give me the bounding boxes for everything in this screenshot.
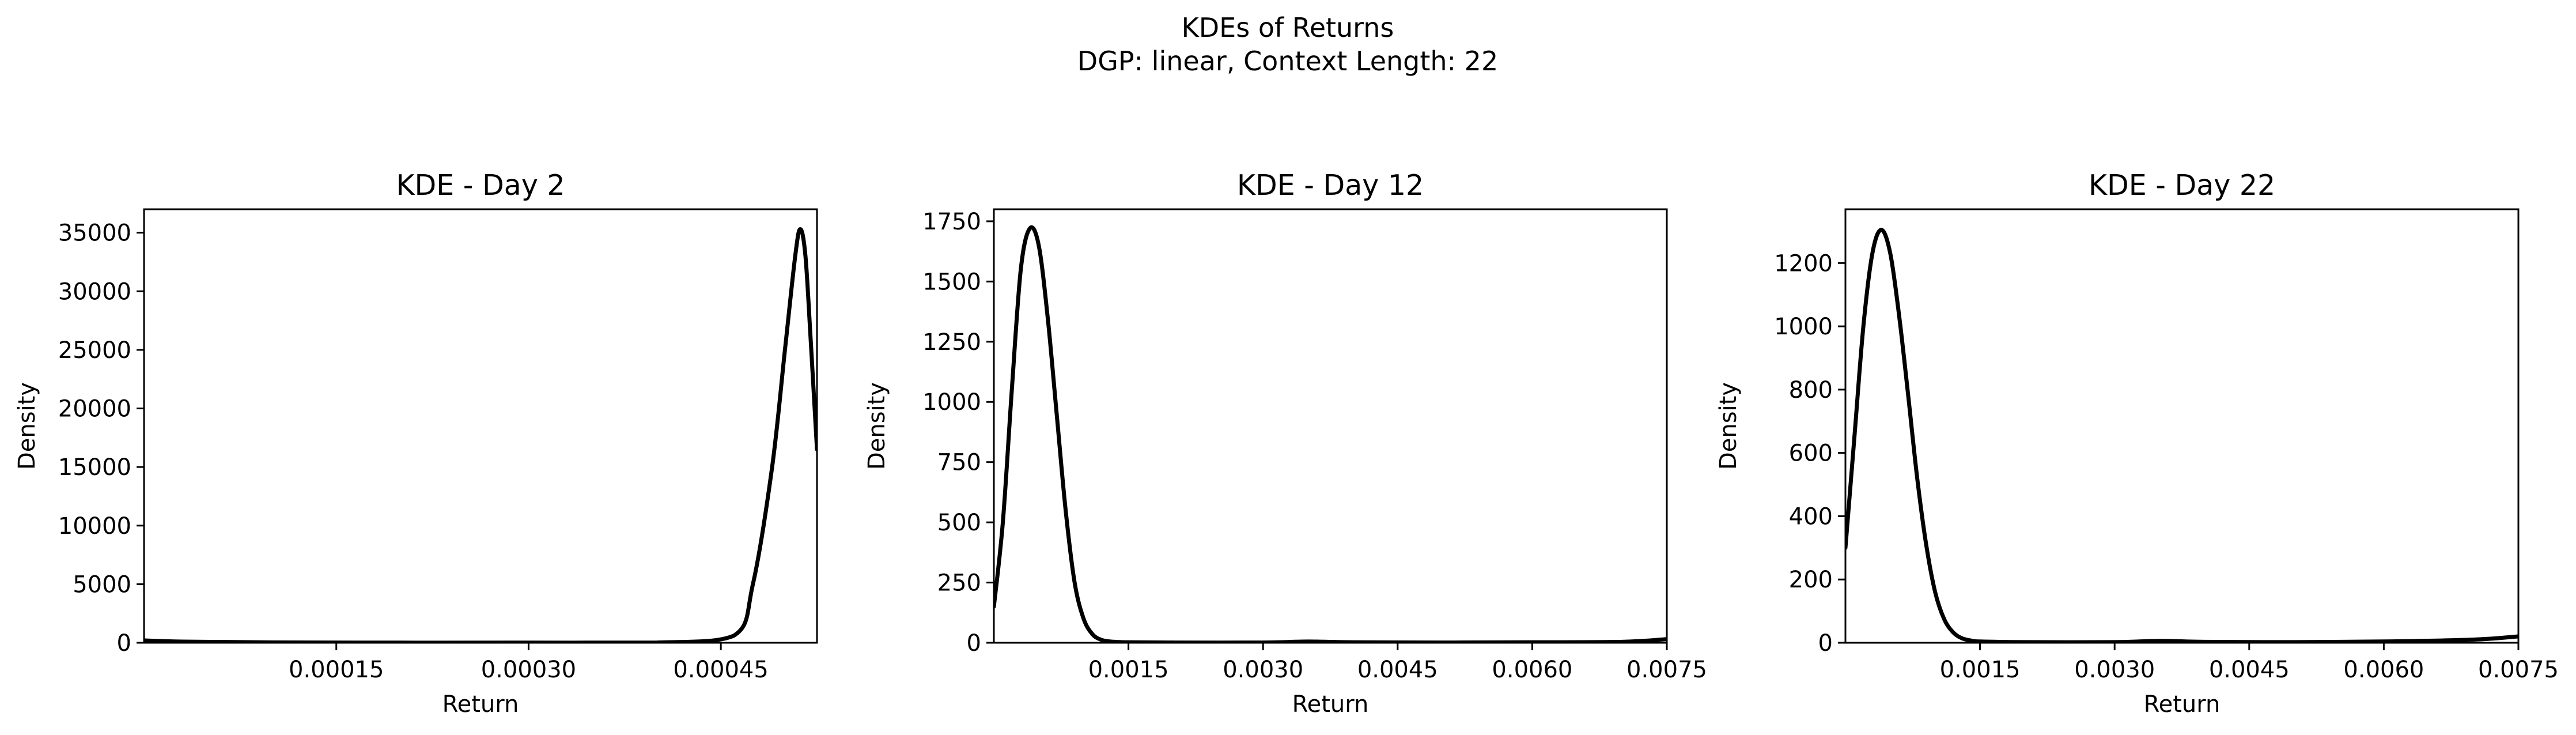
x-axis-label: Return — [442, 691, 519, 718]
y-tick-label: 1000 — [1774, 314, 1833, 340]
x-tick-label: 0.0030 — [1223, 657, 1303, 683]
subplot-title: KDE - Day 22 — [2089, 169, 2275, 202]
subplot-title: KDE - Day 12 — [1237, 169, 1424, 202]
y-tick-label: 10000 — [58, 513, 131, 540]
subplot-1: KDE - Day 2 0.00015 0.00030 0.00045 0 5000 100… — [14, 169, 818, 718]
figure-suptitle-line2: DGP: linear, Context Length: 22 — [1077, 46, 1498, 77]
x-axis-label: Return — [1292, 691, 1369, 718]
y-axis-label: Density — [14, 382, 40, 470]
x-tick-label: 0.0045 — [1357, 657, 1438, 683]
subplot-3: KDE - Day 22 0.0015 0.0030 0.0045 0.0060 0.00… — [1715, 169, 2559, 718]
y-tick-label: 20000 — [58, 396, 131, 423]
y-tick-label: 750 — [937, 450, 981, 476]
y-tick-label: 250 — [937, 570, 981, 597]
y-axis-label: Density — [1715, 382, 1742, 470]
plot-area-frame — [993, 208, 1668, 644]
x-tick-label: 0.0060 — [2343, 657, 2424, 683]
y-tick-label: 1250 — [922, 329, 981, 356]
y-tick-label: 0 — [117, 630, 131, 657]
subplot-title: KDE - Day 2 — [396, 169, 565, 202]
x-tick-label: 0.0075 — [2478, 657, 2559, 683]
x-tick-label: 0.0075 — [1626, 657, 1707, 683]
x-tick-label: 0.00045 — [673, 657, 768, 683]
x-tick-label: 0.0015 — [1088, 657, 1169, 683]
y-tick-label: 0 — [1818, 630, 1833, 657]
y-tick-label: 600 — [1789, 440, 1833, 467]
y-tick-label: 1750 — [922, 209, 981, 235]
x-tick-label: 0.00030 — [481, 657, 576, 683]
y-tick-label: 0 — [967, 630, 981, 657]
y-tick-label: 5000 — [73, 571, 131, 598]
x-axis-label: Return — [2144, 691, 2221, 718]
figure-suptitle-line1: KDEs of Returns — [1182, 12, 1394, 43]
y-tick-label: 800 — [1789, 377, 1833, 404]
y-tick-label: 200 — [1789, 567, 1833, 593]
y-tick-label: 500 — [937, 510, 981, 536]
plot-area-frame — [1844, 208, 2520, 644]
y-tick-label: 1200 — [1774, 250, 1833, 277]
subplot-panels: KDE - Day 20.00015 0.00030 0.0004505000100… — [14, 169, 2559, 718]
x-tick-label: 0.00015 — [289, 657, 384, 683]
y-tick-label: 15000 — [58, 454, 131, 481]
subplot-2: KDE - Day 12 0.0015 0.0030 0.0045 0.0060 0.00… — [864, 169, 1707, 718]
x-tick-label: 0.0030 — [2074, 657, 2155, 683]
plot-area-frame — [143, 208, 818, 644]
y-tick-label: 30000 — [58, 278, 131, 305]
y-tick-label: 1500 — [922, 269, 981, 295]
x-tick-label: 0.0015 — [1940, 657, 2021, 683]
y-tick-label: 1000 — [922, 389, 981, 416]
y-tick-label: 35000 — [58, 220, 131, 247]
y-axis-label: Density — [864, 382, 890, 470]
x-tick-label: 0.0060 — [1492, 657, 1572, 683]
y-tick-label: 25000 — [58, 337, 131, 364]
y-tick-label: 400 — [1789, 503, 1833, 530]
x-tick-label: 0.0045 — [2209, 657, 2290, 683]
